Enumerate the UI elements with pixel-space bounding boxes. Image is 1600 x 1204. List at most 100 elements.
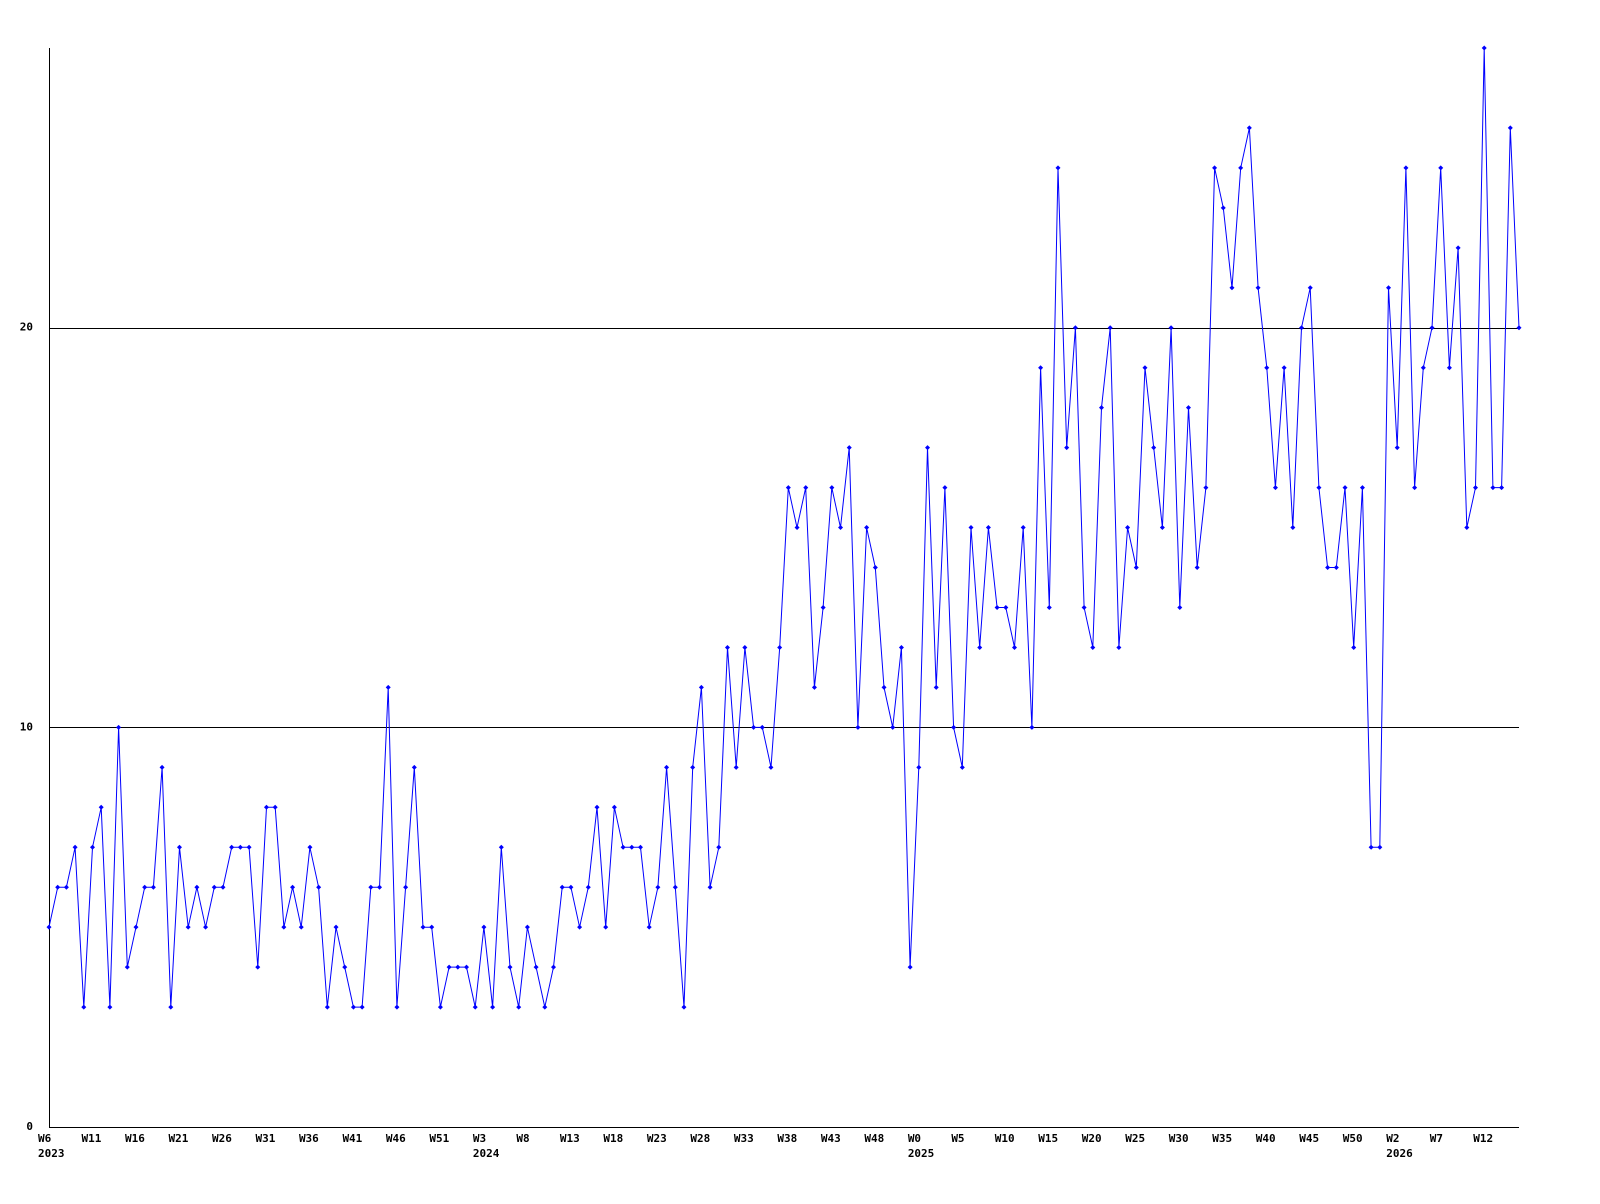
x-tick-label: W11	[81, 1132, 101, 1145]
data-point	[898, 644, 904, 650]
data-point	[1064, 445, 1070, 451]
data-point	[411, 764, 417, 770]
data-point	[1412, 485, 1418, 491]
data-point	[1246, 125, 1252, 131]
x-tick-label: W33	[734, 1132, 754, 1145]
data-point	[281, 924, 287, 930]
x-tick-label: W51	[429, 1132, 449, 1145]
data-point	[698, 684, 704, 690]
data-point	[255, 964, 261, 970]
data-point	[594, 804, 600, 810]
data-point	[672, 884, 678, 890]
data-point	[742, 644, 748, 650]
data-point	[1368, 844, 1374, 850]
data-point	[855, 724, 861, 730]
data-line	[48, 47, 1520, 1008]
data-point	[203, 924, 209, 930]
data-point	[350, 1004, 356, 1010]
data-point	[1125, 525, 1131, 531]
data-point	[1499, 485, 1505, 491]
x-tick-label: W16	[125, 1132, 145, 1145]
data-point	[759, 724, 765, 730]
x-tick-label: W3	[473, 1132, 486, 1145]
data-point	[359, 1004, 365, 1010]
data-point	[385, 684, 391, 690]
x-tick-label: W38	[777, 1132, 797, 1145]
data-point	[1151, 445, 1157, 451]
data-point	[1333, 565, 1339, 571]
data-point	[1194, 565, 1200, 571]
data-point	[1255, 285, 1261, 291]
x-tick-label: W10	[995, 1132, 1015, 1145]
data-point	[142, 884, 148, 890]
x-year-label: 2023	[38, 1147, 65, 1160]
data-point	[1342, 485, 1348, 491]
data-point	[629, 844, 635, 850]
data-point	[194, 884, 200, 890]
data-point	[377, 884, 383, 890]
data-point	[133, 924, 139, 930]
data-point	[942, 485, 948, 491]
x-year-label: 2026	[1386, 1147, 1413, 1160]
x-tick-label: W46	[386, 1132, 406, 1145]
data-point	[368, 884, 374, 890]
data-point	[324, 1004, 330, 1010]
x-tick-label: W8	[516, 1132, 529, 1145]
data-point	[394, 1004, 400, 1010]
data-point	[707, 884, 713, 890]
data-point	[1116, 644, 1122, 650]
data-point	[620, 844, 626, 850]
data-point	[1168, 325, 1174, 331]
x-tick-label: W35	[1212, 1132, 1232, 1145]
x-tick-label: W18	[603, 1132, 623, 1145]
data-point	[72, 844, 78, 850]
data-point	[464, 964, 470, 970]
data-point	[1481, 45, 1487, 51]
data-point	[1012, 644, 1018, 650]
x-tick-label: W20	[1082, 1132, 1102, 1145]
x-tick-label: W31	[255, 1132, 275, 1145]
data-point	[1107, 325, 1113, 331]
data-point	[1177, 604, 1183, 610]
x-tick-label: W7	[1430, 1132, 1443, 1145]
data-point	[524, 924, 530, 930]
data-point	[925, 445, 931, 451]
data-point	[1038, 365, 1044, 371]
data-point	[872, 565, 878, 571]
data-point	[690, 764, 696, 770]
x-tick-label: W23	[647, 1132, 667, 1145]
data-point	[751, 724, 757, 730]
data-point	[577, 924, 583, 930]
data-point	[1185, 405, 1191, 411]
data-point	[1159, 525, 1165, 531]
data-point	[1429, 325, 1435, 331]
data-point	[246, 844, 252, 850]
data-point	[490, 1004, 496, 1010]
data-point	[1264, 365, 1270, 371]
data-point	[724, 644, 730, 650]
data-point	[585, 884, 591, 890]
data-point	[881, 684, 887, 690]
data-point	[1003, 604, 1009, 610]
x-tick-label: W2	[1386, 1132, 1399, 1145]
data-point	[559, 884, 565, 890]
data-point	[481, 924, 487, 930]
data-point	[1072, 325, 1078, 331]
data-point	[533, 964, 539, 970]
data-point	[1464, 525, 1470, 531]
data-point	[968, 525, 974, 531]
data-point	[1290, 525, 1296, 531]
data-point	[568, 884, 574, 890]
data-point	[1507, 125, 1513, 131]
data-point	[1090, 644, 1096, 650]
data-point	[1307, 285, 1313, 291]
x-tick-label: W45	[1299, 1132, 1319, 1145]
data-point	[1516, 325, 1522, 331]
data-point	[1403, 165, 1409, 171]
data-point	[342, 964, 348, 970]
x-tick-label: W12	[1473, 1132, 1493, 1145]
data-point	[316, 884, 322, 890]
x-tick-label: W43	[821, 1132, 841, 1145]
data-point	[107, 1004, 113, 1010]
